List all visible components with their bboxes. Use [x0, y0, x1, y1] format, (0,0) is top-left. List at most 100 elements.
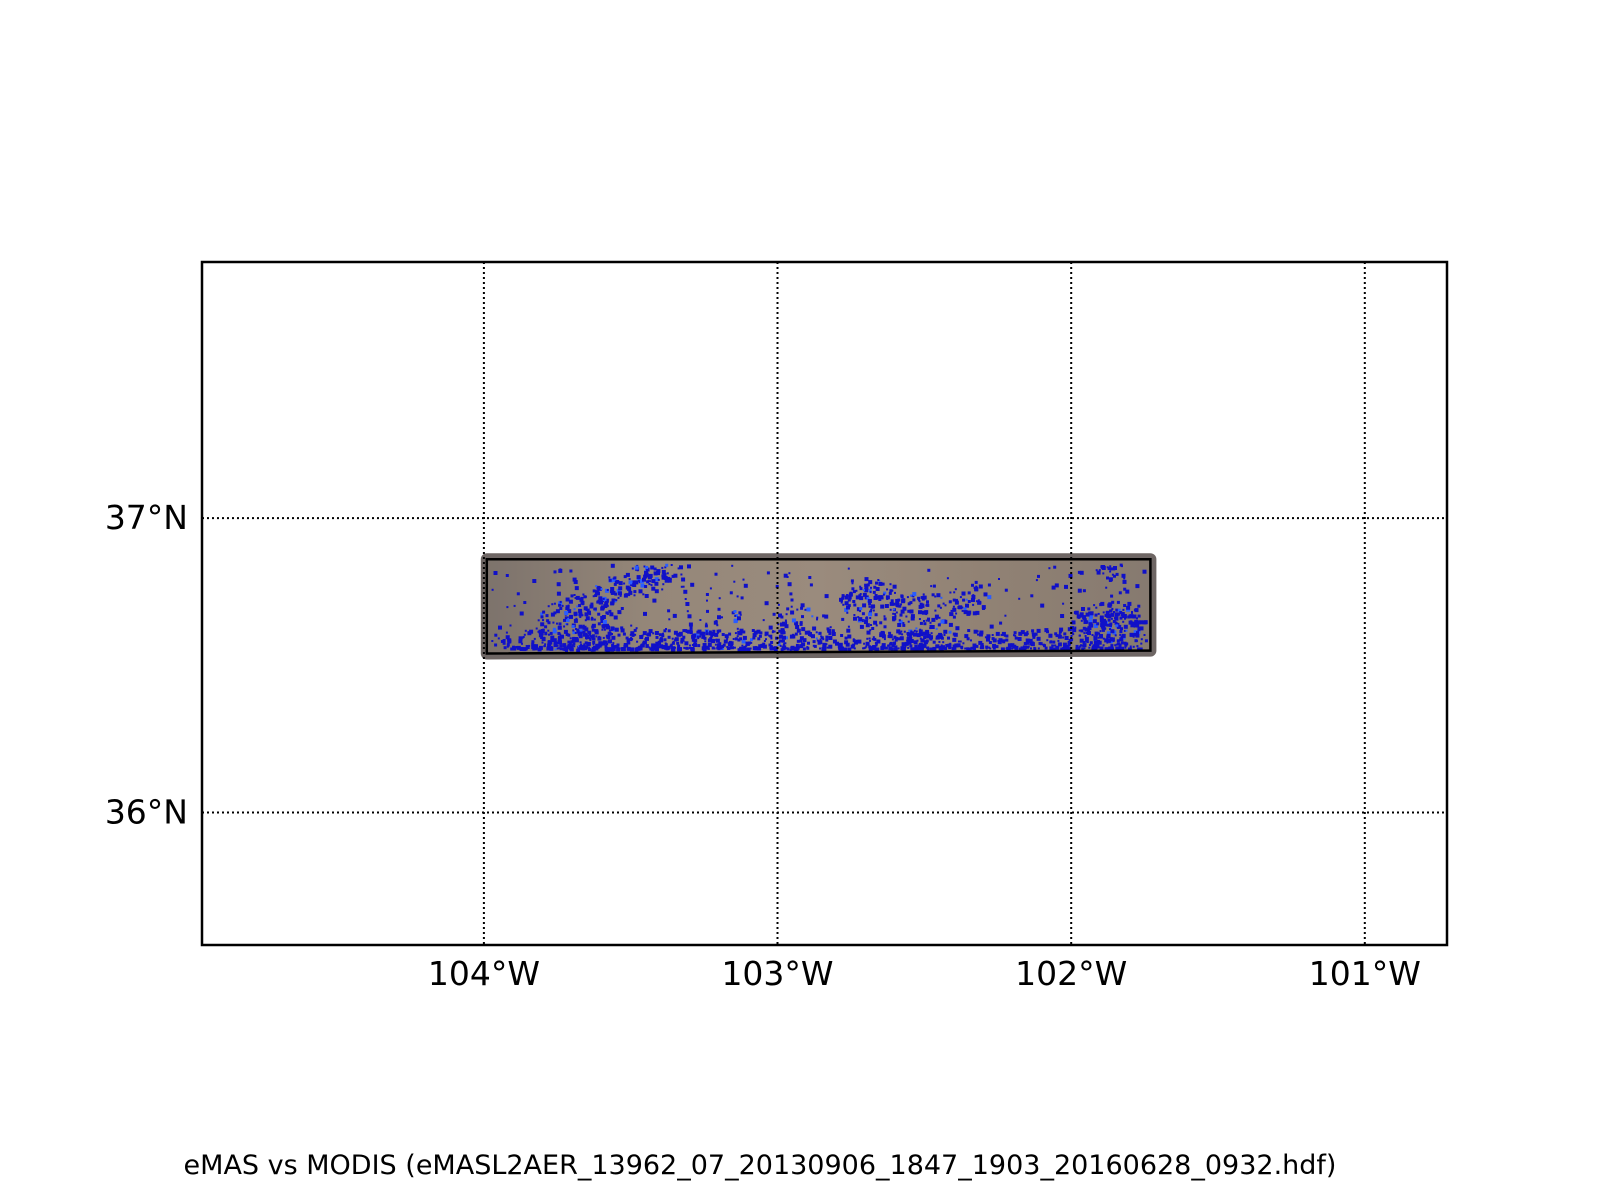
aerosol-pixel	[545, 631, 547, 634]
aerosol-pixel	[943, 634, 946, 636]
aerosol-pixel	[600, 605, 605, 610]
aerosol-pixel	[903, 630, 906, 633]
aerosol-pixel	[1075, 644, 1079, 648]
aerosol-pixel	[1093, 604, 1096, 607]
aerosol-pixel	[932, 584, 936, 588]
aerosol-pixel	[582, 625, 587, 630]
aerosol-pixel	[746, 647, 751, 652]
aerosol-pixel	[1142, 569, 1147, 574]
aerosol-pixel	[905, 615, 908, 618]
aerosol-pixel	[914, 646, 919, 651]
aerosol-pixel	[828, 644, 833, 649]
aerosol-pixel	[883, 617, 887, 621]
aerosol-pixel	[1000, 647, 1005, 652]
longitude-label: 103°W	[721, 954, 833, 993]
aerosol-pixel	[929, 627, 932, 630]
aerosol-pixel	[894, 636, 897, 639]
aerosol-pixel	[869, 639, 871, 642]
aerosol-pixel	[564, 611, 569, 615]
aerosol-pixel	[567, 646, 570, 650]
aerosol-pixel	[612, 642, 615, 645]
aerosol-pixel	[573, 594, 576, 596]
aerosol-pixel	[838, 642, 843, 647]
aerosol-pixel	[867, 599, 872, 603]
aerosol-pixel	[704, 624, 708, 628]
aerosol-pixel	[1121, 573, 1126, 578]
aerosol-pixel	[982, 646, 985, 649]
aerosol-pixel	[966, 637, 970, 641]
aerosol-pixel	[1053, 565, 1057, 569]
aerosol-pixel	[614, 600, 617, 603]
aerosol-pixel	[739, 637, 743, 641]
aerosol-pixel	[858, 617, 863, 622]
aerosol-pixel	[956, 643, 961, 648]
aerosol-pixel	[555, 609, 560, 614]
aerosol-pixel	[657, 578, 660, 581]
aerosol-pixel	[640, 583, 645, 588]
aerosol-pixel	[608, 639, 612, 644]
aerosol-pixel	[957, 640, 960, 643]
aerosol-pixel	[962, 592, 966, 596]
aerosol-pixel	[670, 643, 673, 646]
aerosol-pixel	[926, 647, 930, 651]
aerosol-pixel	[888, 646, 892, 650]
aerosol-pixel	[1077, 588, 1082, 593]
aerosol-pixel	[758, 634, 762, 638]
aerosol-pixel	[1115, 643, 1118, 646]
aerosol-pixel	[1119, 630, 1122, 633]
aerosol-pixel	[619, 594, 622, 597]
aerosol-pixel	[701, 634, 706, 639]
aerosol-pixel	[664, 575, 667, 578]
aerosol-pixel	[892, 608, 895, 611]
aerosol-pixel	[680, 585, 683, 588]
aerosol-pixel	[1136, 645, 1139, 648]
aerosol-pixel	[616, 580, 620, 583]
aerosol-pixel	[855, 595, 860, 600]
aerosol-pixel	[859, 596, 864, 601]
aerosol-pixel	[676, 641, 680, 645]
aerosol-pixel	[1083, 618, 1086, 621]
aerosol-pixel	[1057, 639, 1060, 642]
aerosol-pixel	[611, 647, 616, 651]
aerosol-pixel	[682, 585, 685, 588]
aerosol-pixel	[1110, 594, 1114, 598]
aerosol-pixel	[548, 640, 551, 643]
aerosol-pixel	[876, 639, 881, 644]
aerosol-pixel	[886, 588, 889, 591]
aerosol-pixel	[1079, 634, 1081, 637]
aerosol-pixel	[625, 636, 629, 640]
aerosol-pixel	[1079, 638, 1084, 643]
aerosol-pixel	[1093, 645, 1096, 648]
aerosol-pixel	[1044, 646, 1048, 650]
aerosol-pixel	[917, 598, 920, 601]
aerosol-pixel	[1111, 600, 1115, 604]
aerosol-pixel	[816, 616, 819, 619]
aerosol-pixel	[879, 621, 883, 625]
aerosol-pixel	[939, 647, 944, 652]
aerosol-pixel	[870, 609, 873, 611]
aerosol-pixel	[594, 629, 599, 634]
aerosol-pixel	[878, 595, 883, 600]
aerosol-pixel	[1133, 632, 1137, 636]
aerosol-pixel	[684, 641, 689, 646]
aerosol-pixel	[602, 636, 605, 639]
aerosol-pixel	[609, 612, 614, 617]
aerosol-pixel	[1011, 644, 1014, 647]
aerosol-pixel	[1132, 614, 1137, 619]
aerosol-pixel	[784, 619, 787, 622]
aerosol-pixel	[894, 645, 898, 649]
aerosol-pixel	[1119, 616, 1123, 620]
aerosol-pixel	[1124, 643, 1128, 647]
aerosol-pixel	[572, 629, 575, 632]
aerosol-pixel	[857, 616, 860, 619]
aerosol-pixel	[926, 603, 930, 607]
aerosol-pixel	[868, 637, 871, 640]
aerosol-pixel	[930, 585, 933, 588]
aerosol-pixel	[587, 610, 591, 615]
aerosol-pixel	[759, 631, 763, 635]
aerosol-pixel	[574, 597, 577, 599]
aerosol-pixel	[549, 631, 553, 635]
aerosol-pixel	[742, 635, 747, 640]
aerosol-pixel	[580, 635, 583, 638]
aerosol-pixel	[897, 598, 901, 602]
